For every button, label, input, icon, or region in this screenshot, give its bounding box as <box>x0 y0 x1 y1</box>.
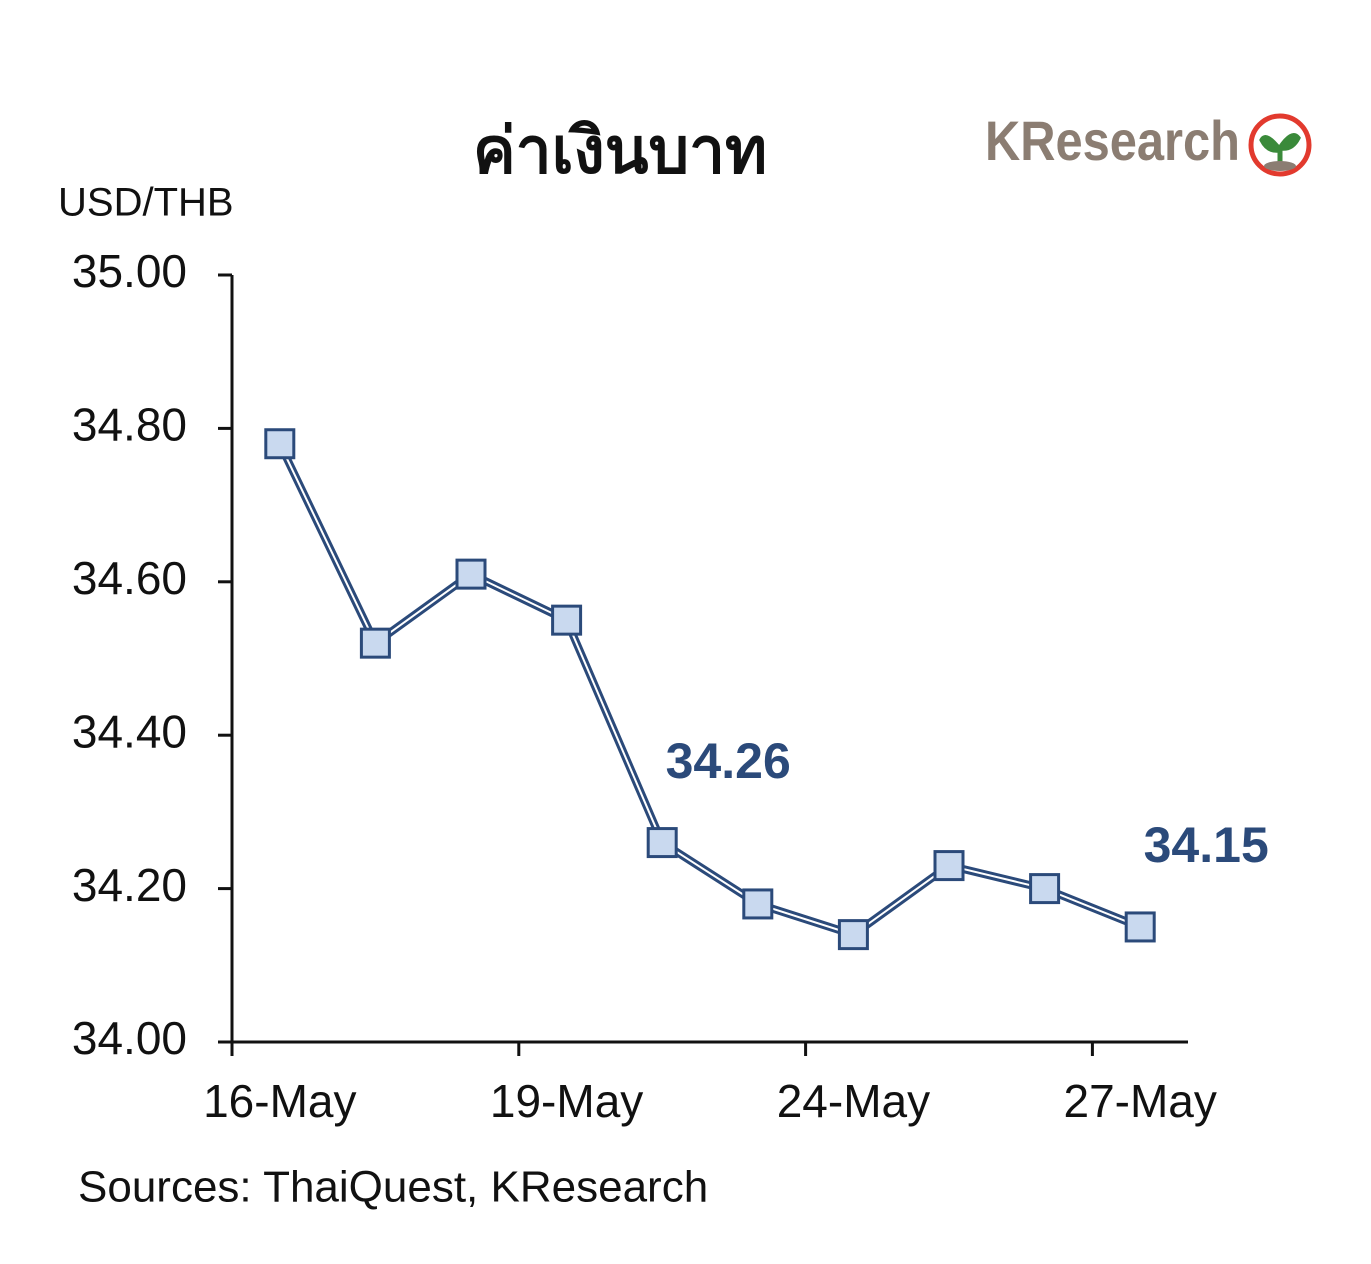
marker <box>646 827 678 859</box>
marker <box>264 428 296 460</box>
x-tick-label: 27-May <box>1064 1075 1217 1127</box>
marker <box>1124 911 1156 943</box>
marker <box>837 919 869 951</box>
marker <box>742 888 774 920</box>
y-tick-label: 34.40 <box>72 705 187 757</box>
line-highlight <box>278 443 1141 936</box>
logo-text: KResearch <box>985 109 1240 172</box>
y-tick-label: 35.00 <box>72 245 187 297</box>
line <box>276 442 1142 939</box>
marker <box>551 604 583 636</box>
y-tick-label: 34.20 <box>72 859 187 911</box>
source: Sources: ThaiQuest, KResearch <box>78 1163 708 1212</box>
chart-title: ค่าเงินบาท <box>473 115 767 189</box>
x-tick-label: 24-May <box>777 1075 930 1127</box>
logo-icon <box>1248 113 1312 177</box>
y-tick-label: 34.00 <box>72 1012 187 1064</box>
marker <box>455 558 487 590</box>
x-tick-label: 16-May <box>203 1075 356 1127</box>
y-tick-label: 34.80 <box>72 399 187 451</box>
marker <box>359 627 391 659</box>
y-tick-label: 34.60 <box>72 552 187 604</box>
marker <box>933 850 965 882</box>
y-axis-label: USD/THB <box>58 181 234 225</box>
x-tick-label: 19-May <box>490 1075 643 1127</box>
marker <box>1029 873 1061 905</box>
data-label: 34.26 <box>666 733 791 789</box>
data-label: 34.15 <box>1144 817 1269 873</box>
